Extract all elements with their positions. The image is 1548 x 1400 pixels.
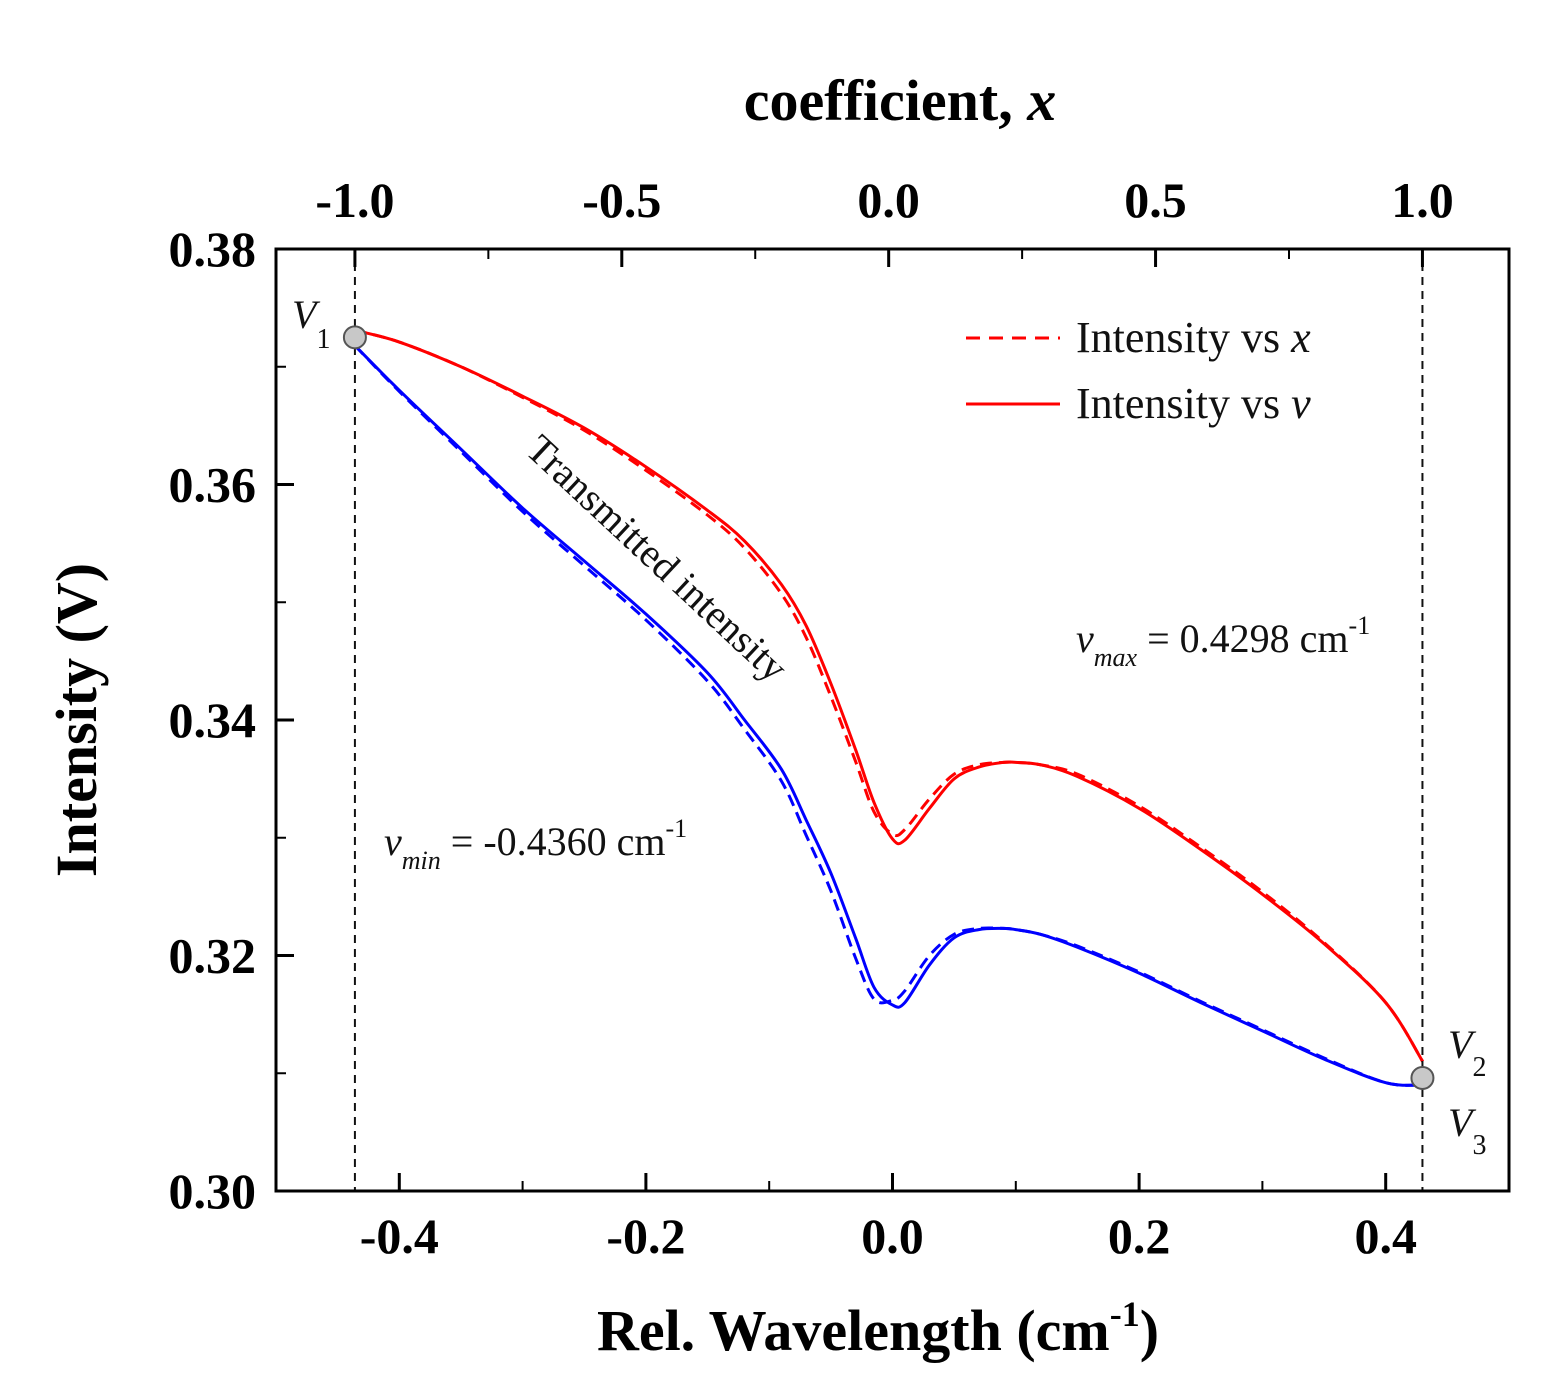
series-upper-vs-v bbox=[354, 328, 1424, 1063]
series-layer bbox=[353, 328, 1424, 1087]
marker-V1 bbox=[342, 325, 367, 350]
x-tick-label: 0.2 bbox=[1108, 1208, 1171, 1264]
legend-label-intensity-vs-v: Intensity vs v bbox=[1076, 379, 1311, 428]
v-max-annotation: vmax = 0.4298 cm-1 bbox=[1076, 611, 1370, 672]
x-tick-label: -0.4 bbox=[360, 1208, 439, 1264]
y-tick-label: 0.36 bbox=[169, 457, 257, 513]
x-tick-label: -0.2 bbox=[606, 1208, 685, 1264]
x-tick-label: 0.4 bbox=[1354, 1208, 1417, 1264]
v2-label: V2 bbox=[1448, 1022, 1486, 1083]
y-tick-label: 0.38 bbox=[169, 221, 257, 277]
top-tick-label: -0.5 bbox=[582, 172, 661, 228]
y-tick-label: 0.30 bbox=[169, 1163, 257, 1219]
series-lower-vs-x bbox=[353, 344, 1423, 1087]
tick-layer: -0.4 -0.2 0.0 0.2 0.4 0.30 0.32 0.34 0.36 0.38 -1.… bbox=[169, 172, 1454, 1264]
plot-frame bbox=[274, 247, 1511, 1193]
v3-label: V3 bbox=[1448, 1100, 1486, 1161]
y-tick-label: 0.34 bbox=[169, 692, 257, 748]
y-axis-title: Intensity (V) bbox=[44, 563, 109, 877]
marker-layer bbox=[342, 325, 1435, 1090]
series-lower-vs-v bbox=[353, 344, 1423, 1087]
x-axis-title: Rel. Wavelength (cm-1) bbox=[597, 1294, 1159, 1363]
legend-label-intensity-vs-x: Intensity vs x bbox=[1076, 313, 1311, 362]
y-tick-label: 0.32 bbox=[169, 928, 257, 984]
legend: Intensity vs x Intensity vs v bbox=[966, 313, 1311, 428]
x-tick-label: 0.0 bbox=[861, 1208, 924, 1264]
marker-V2-V3 bbox=[1410, 1065, 1435, 1090]
v-min-annotation: vmin = -0.4360 cm-1 bbox=[384, 814, 687, 875]
v1-label: V1 bbox=[292, 292, 330, 355]
top-tick-label: 0.5 bbox=[1124, 172, 1187, 228]
reference-lines bbox=[353, 249, 1424, 1191]
top-tick-label: 1.0 bbox=[1391, 172, 1454, 228]
series-upper-vs-x bbox=[354, 328, 1424, 1063]
top-tick-label: 0.0 bbox=[857, 172, 920, 228]
top-tick-label: -1.0 bbox=[315, 172, 394, 228]
top-axis-title: coefficient, x bbox=[744, 68, 1056, 133]
